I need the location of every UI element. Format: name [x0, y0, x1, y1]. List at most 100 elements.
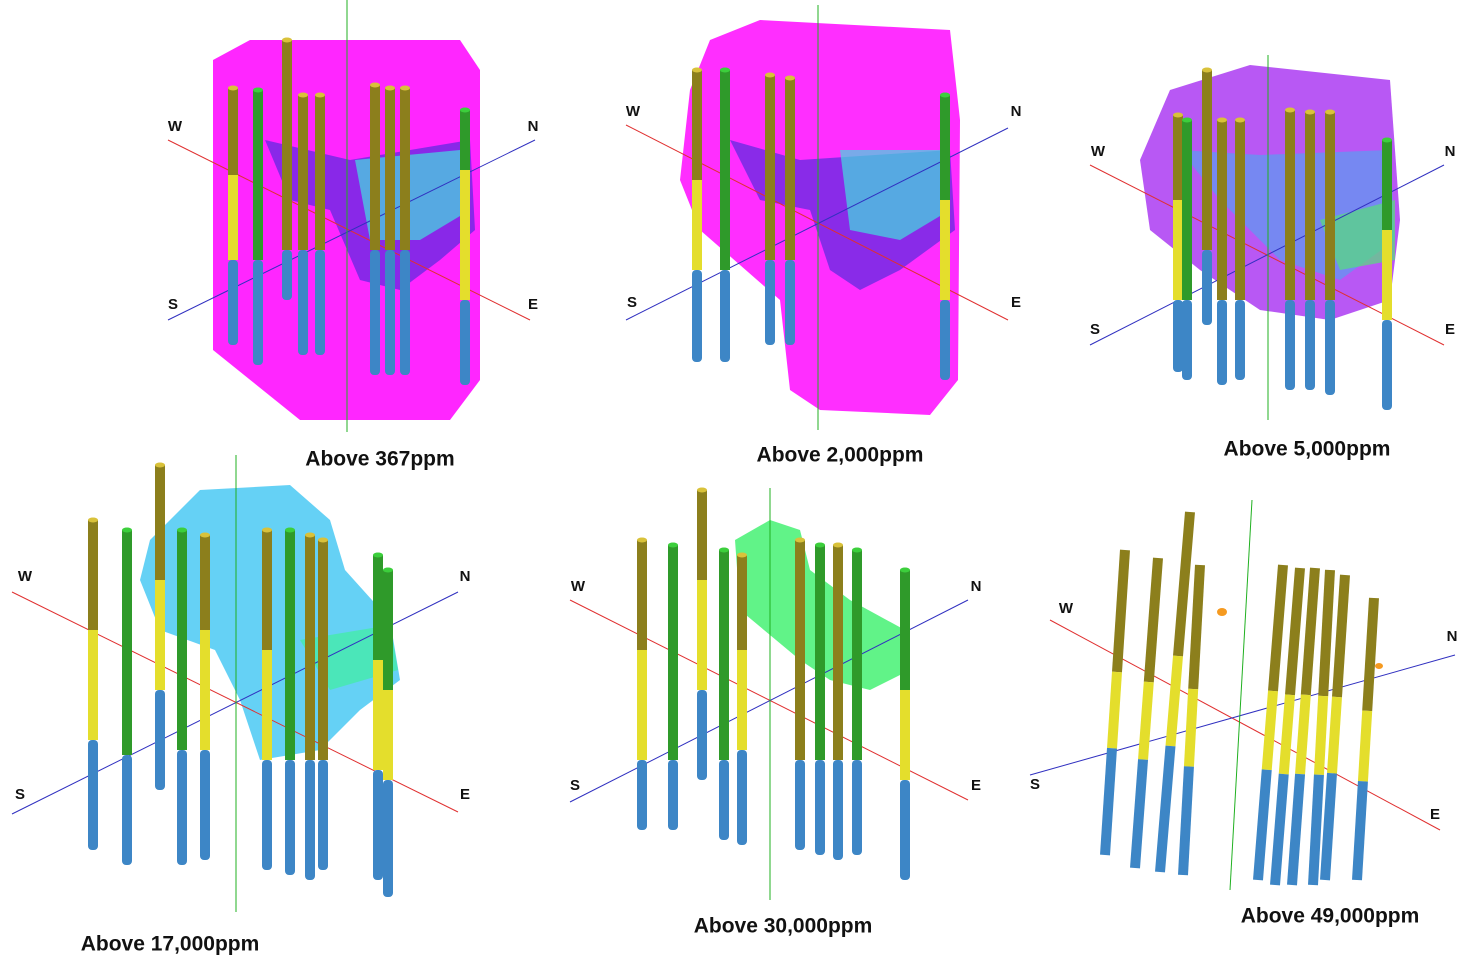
well-segment — [1323, 570, 1330, 696]
well-segment — [720, 70, 730, 180]
direction-label: E — [1445, 321, 1455, 338]
well-cap — [155, 463, 165, 468]
well-cap — [1217, 118, 1227, 123]
well-segment — [1306, 568, 1315, 695]
well-segment — [228, 175, 238, 260]
well-segment — [815, 650, 825, 760]
figure: Above 367ppmWNSEAbove 2,000ppmWNSEAbove … — [0, 0, 1458, 965]
direction-label: S — [570, 777, 580, 794]
well-segment — [305, 535, 315, 650]
well-segment — [637, 540, 647, 650]
well-segment — [852, 650, 862, 760]
direction-label: S — [1030, 776, 1040, 793]
well-segment — [737, 750, 747, 845]
direction-label: S — [168, 296, 178, 313]
direction-label: E — [1430, 806, 1440, 823]
well-segment — [373, 660, 383, 770]
well-segment — [370, 250, 380, 375]
well-segment — [155, 465, 165, 580]
direction-label: W — [168, 118, 183, 135]
well-segment — [285, 650, 295, 760]
well-segment — [383, 570, 393, 690]
well-segment — [1382, 140, 1392, 230]
well-segment — [298, 150, 308, 250]
well-segment — [1112, 672, 1117, 748]
well-cap — [282, 38, 292, 43]
well-segment — [720, 180, 730, 270]
well-cap — [1285, 108, 1295, 113]
well-cap — [200, 533, 210, 538]
well-segment — [1143, 682, 1149, 760]
well-cap — [1202, 68, 1212, 73]
well-segment — [1202, 250, 1212, 325]
well-segment — [1285, 110, 1295, 200]
well-segment — [200, 630, 210, 750]
direction-label: N — [1445, 143, 1456, 160]
well-segment — [637, 650, 647, 760]
well-segment — [1273, 565, 1283, 691]
well-segment — [637, 760, 647, 830]
well-cap — [1235, 118, 1245, 123]
well-segment — [668, 760, 678, 830]
well-segment — [305, 650, 315, 760]
well-segment — [1105, 748, 1112, 855]
well-segment — [900, 690, 910, 780]
well-cap — [720, 68, 730, 73]
well-segment — [1325, 112, 1335, 200]
well-cap — [940, 93, 950, 98]
well-cap — [1182, 118, 1192, 123]
well-cap — [88, 518, 98, 523]
well-segment — [315, 250, 325, 355]
well-cap — [298, 93, 308, 98]
well-segment — [765, 260, 775, 345]
well-segment — [228, 260, 238, 345]
well-segment — [1182, 120, 1192, 200]
well-segment — [720, 270, 730, 362]
well-segment — [1117, 550, 1125, 672]
well-segment — [1325, 200, 1335, 300]
well-segment — [1337, 575, 1345, 697]
well-segment — [1332, 697, 1337, 773]
well-segment — [373, 555, 383, 660]
caption: Above 2,000ppm — [757, 444, 924, 467]
well-segment — [1217, 120, 1227, 200]
direction-label: S — [15, 786, 25, 803]
well-cap — [1173, 113, 1183, 118]
well-cap — [228, 86, 238, 91]
well-segment — [228, 88, 238, 175]
well-cap — [400, 86, 410, 91]
well-cap — [318, 538, 328, 543]
axis-vertical — [1230, 500, 1252, 890]
well-segment — [88, 520, 98, 630]
well-segment — [815, 545, 825, 650]
well-segment — [460, 170, 470, 300]
well-segment — [385, 250, 395, 375]
well-segment — [1182, 300, 1192, 380]
well-segment — [785, 78, 795, 150]
well-cap — [122, 528, 132, 533]
well-cap — [253, 88, 263, 93]
well-segment — [1160, 746, 1171, 872]
well-segment — [1290, 568, 1300, 695]
well-cap — [765, 73, 775, 78]
well-segment — [285, 530, 295, 650]
well-segment — [177, 750, 187, 865]
well-segment — [460, 300, 470, 385]
well-segment — [155, 580, 165, 690]
well-segment — [1149, 558, 1158, 682]
well-segment — [253, 150, 263, 260]
well-segment — [1367, 598, 1374, 711]
well-segment — [815, 760, 825, 855]
well-segment — [900, 780, 910, 880]
well-cap — [737, 553, 747, 558]
well-segment — [1267, 691, 1273, 770]
well-segment — [253, 90, 263, 150]
well-cap — [815, 543, 825, 548]
well-segment — [1135, 760, 1143, 869]
well-segment — [719, 760, 729, 840]
well-segment — [262, 530, 272, 650]
well-segment — [1173, 115, 1183, 200]
well-segment — [285, 760, 295, 875]
well-segment — [1183, 767, 1189, 876]
well-cap — [370, 83, 380, 88]
